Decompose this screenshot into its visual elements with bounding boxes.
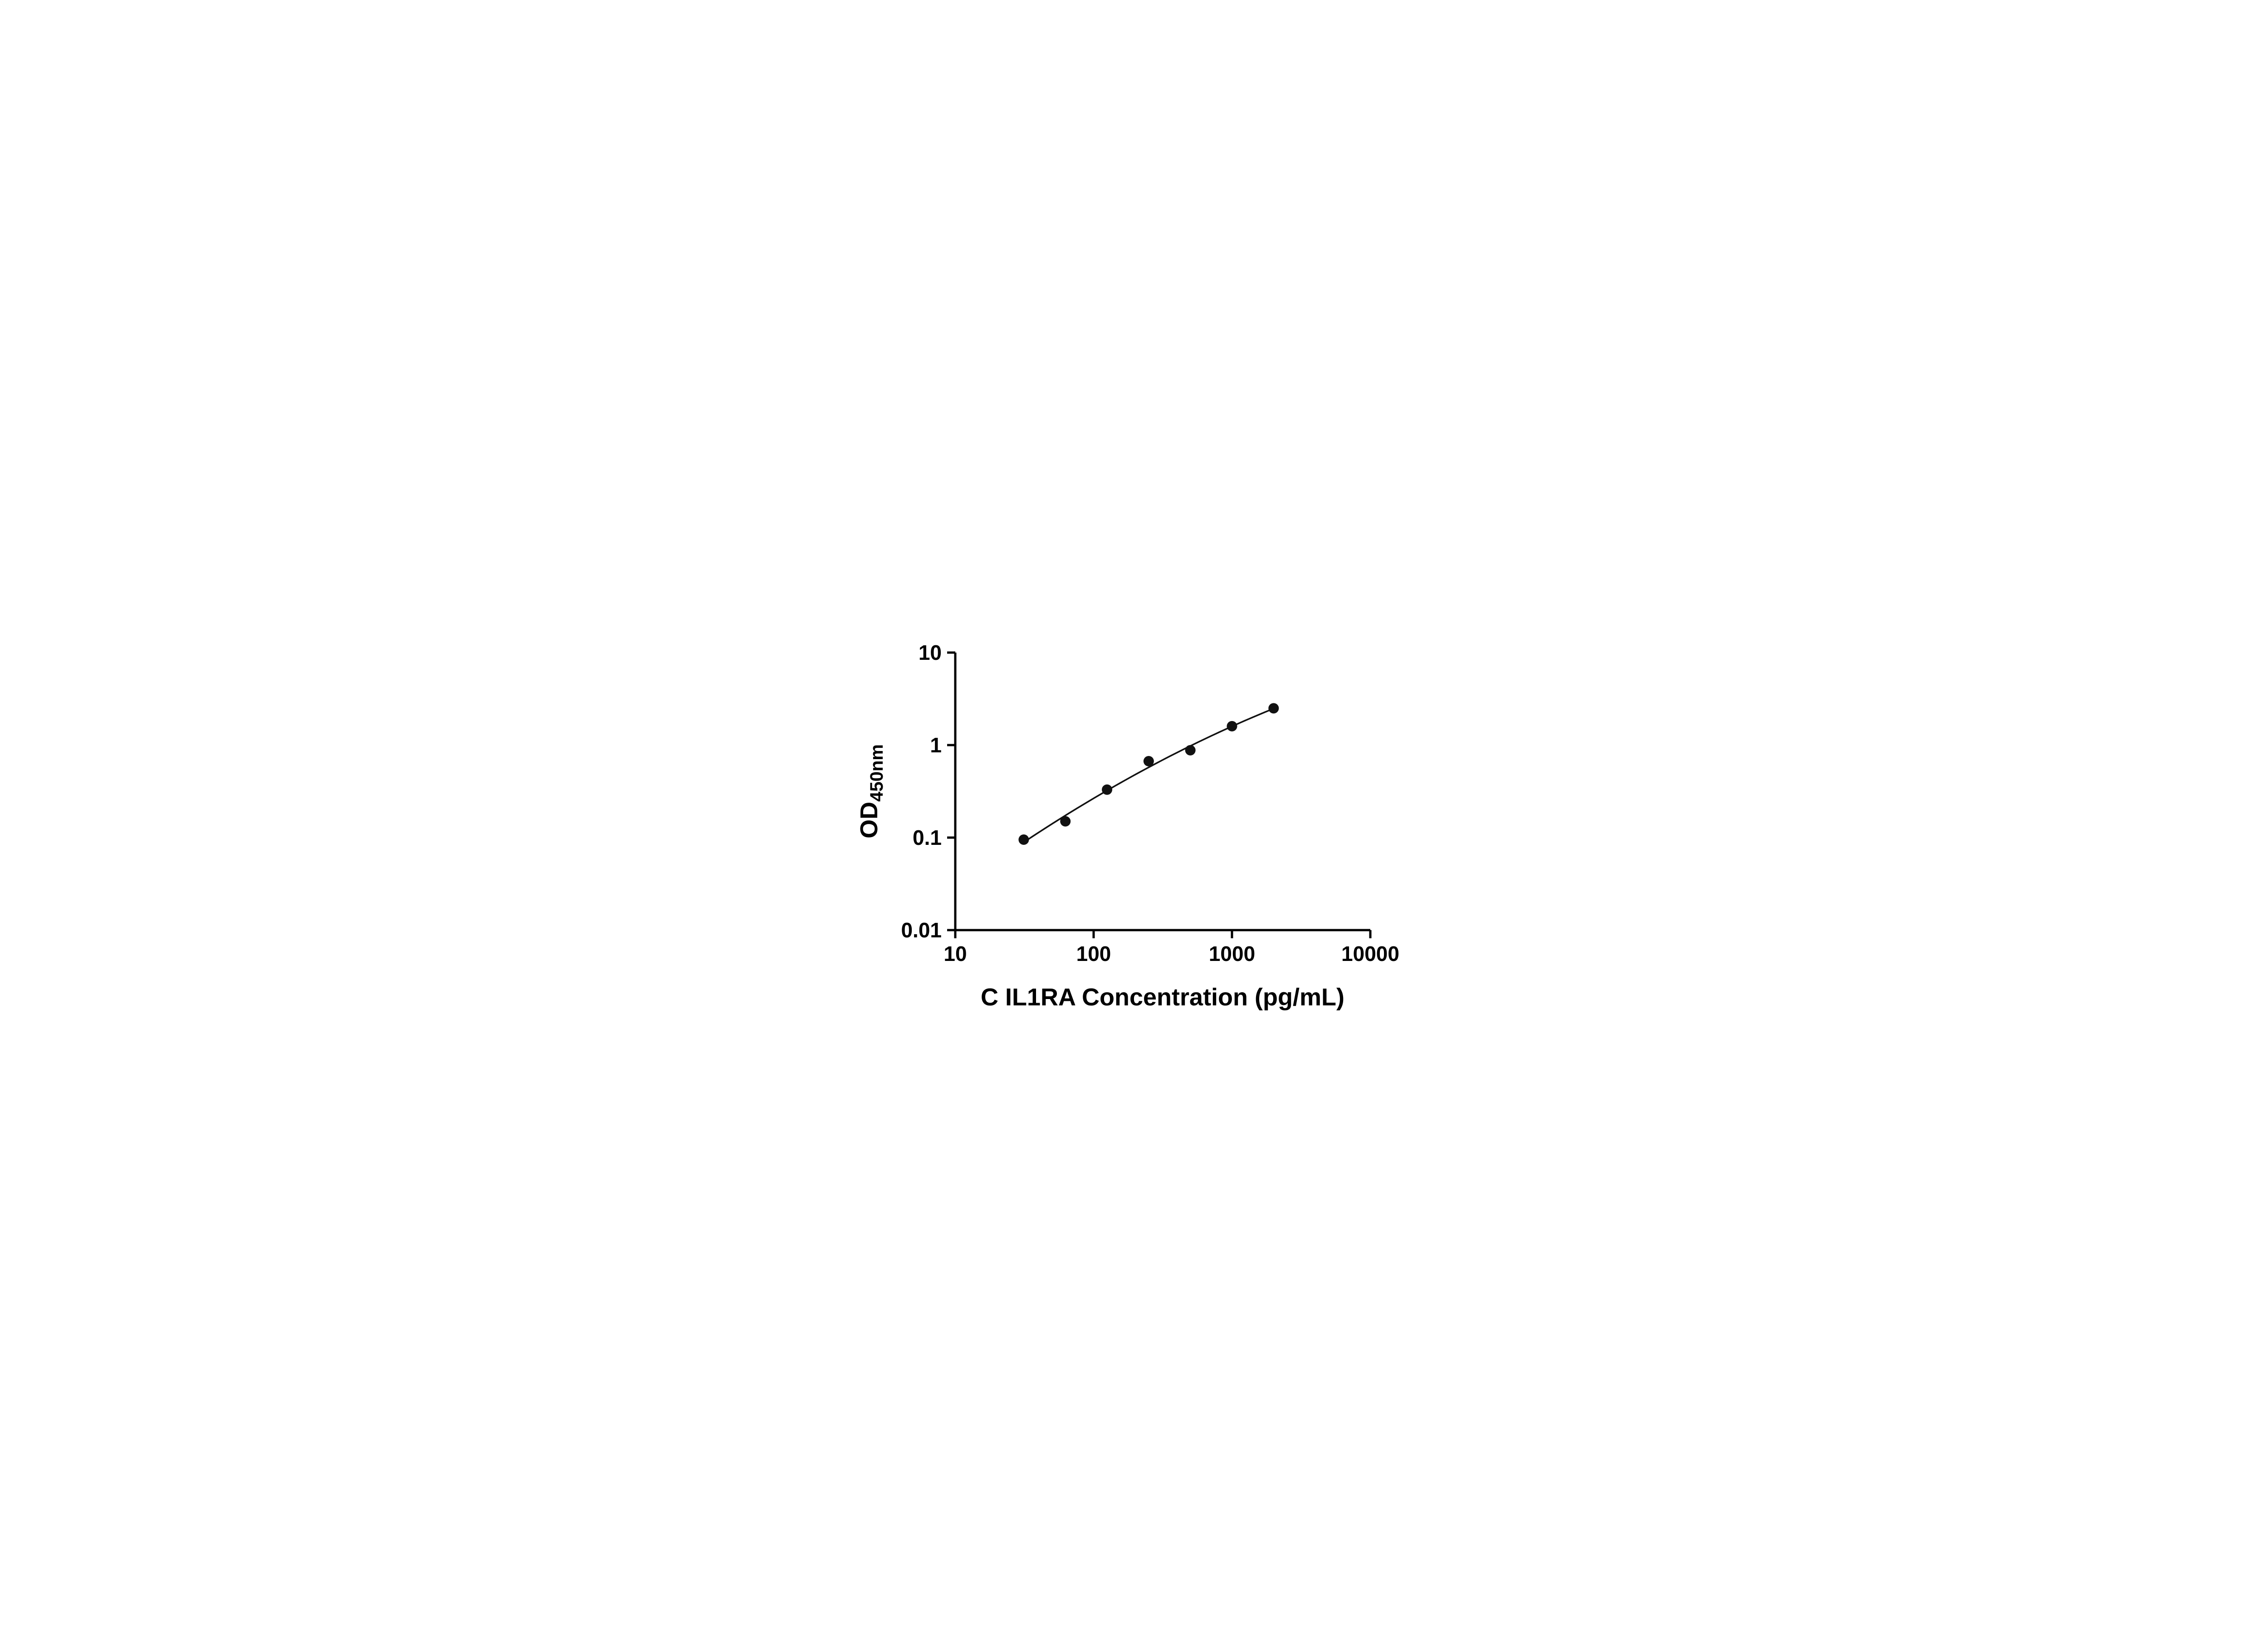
data-point	[1227, 721, 1237, 731]
x-tick-label: 1000	[1209, 942, 1255, 965]
y-tick-label: 1	[930, 733, 942, 757]
x-tick-label: 100	[1076, 942, 1111, 965]
chart-canvas: 10 100 1000 10000 0.01 0.1 1 10 C IL1RA Concent…	[842, 614, 1426, 1024]
data-point	[1060, 816, 1071, 827]
y-tick-label: 10	[919, 641, 942, 664]
x-axis-title: C IL1RA Concentration (pg/mL)	[981, 984, 1344, 1011]
axis-ticks	[947, 651, 1372, 938]
y-tick-label: 0.01	[901, 918, 942, 942]
data-point	[1018, 834, 1029, 845]
y-tick-label: 0.1	[913, 826, 942, 849]
x-tick-label: 10000	[1341, 942, 1399, 965]
data-points-group	[1018, 702, 1279, 845]
tick-labels: 10 100 1000 10000 0.01 0.1 1 10	[901, 641, 1399, 965]
y-axis-title: OD450nm	[855, 744, 887, 838]
data-point	[1268, 702, 1279, 713]
y-axis-title-sub: 450nm	[867, 744, 887, 802]
axes	[954, 652, 1370, 931]
data-point	[1143, 756, 1154, 766]
data-point	[1102, 784, 1113, 795]
x-tick-label: 10	[943, 942, 967, 965]
data-point	[1185, 745, 1196, 756]
y-axis-title-main: OD	[855, 801, 883, 838]
